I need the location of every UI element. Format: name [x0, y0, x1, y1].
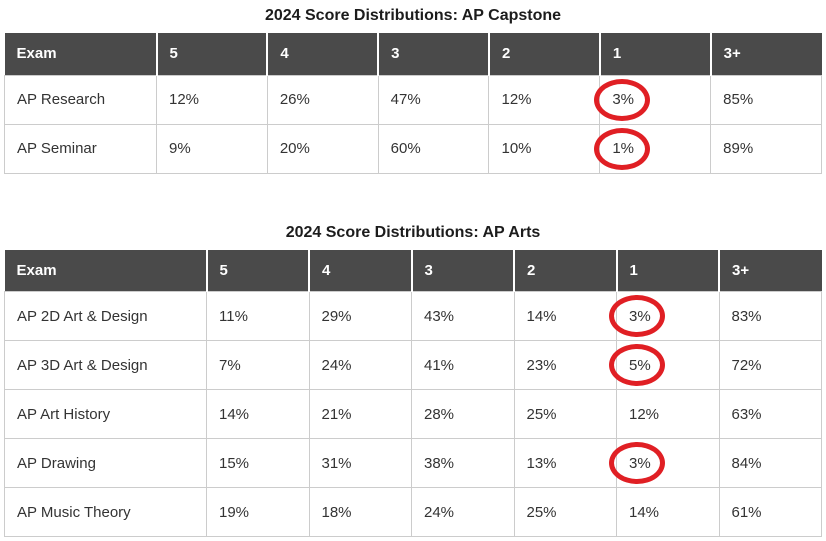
score-value: 1%: [612, 140, 634, 157]
column-header-score-1: 1: [615, 249, 719, 292]
score-value: 3%: [629, 307, 651, 325]
exam-name-cell: AP Drawing: [4, 438, 207, 488]
exam-name-cell: AP Music Theory: [4, 487, 207, 537]
capstone-table-title: 2024 Score Distributions: AP Capstone: [264, 7, 562, 24]
column-header-score-3plus: 3+: [709, 33, 822, 75]
column-header-score-5: 5: [155, 33, 268, 75]
column-header-score-1: 1: [598, 33, 711, 75]
score-2-cell: 14%: [513, 291, 617, 341]
score-4-cell: 20%: [266, 123, 379, 174]
table-row-ap-research: AP Research 12% 26% 47% 12% 3% 85%: [4, 74, 822, 125]
score-3-cell: 47%: [377, 74, 490, 125]
score-5-cell: 12%: [156, 74, 268, 125]
score-1-cell: 12%: [616, 389, 720, 439]
score-3-cell: 41%: [411, 340, 515, 390]
table-row-ap-art-history: AP Art History 14% 21% 28% 25% 12% 63%: [4, 389, 822, 439]
score-3-cell: 38%: [411, 438, 515, 488]
score-value: 5%: [629, 356, 651, 374]
arts-table-title: 2024 Score Distributions: AP Arts: [285, 223, 541, 241]
score-2-cell: 25%: [513, 487, 617, 537]
column-header-score-3: 3: [377, 33, 489, 75]
score-1-cell: 14%: [616, 487, 720, 537]
score-3-cell: 28%: [411, 389, 515, 439]
table-row-ap-drawing: AP Drawing 15% 31% 38% 13% 3% 84%: [4, 438, 822, 488]
column-header-score-4: 4: [266, 33, 379, 75]
column-header-exam: Exam: [4, 249, 207, 292]
score-1-cell: 3%: [594, 74, 712, 125]
score-value: 3%: [612, 91, 634, 108]
score-5-cell: 15%: [206, 438, 310, 488]
score-2-cell: 13%: [513, 438, 617, 488]
score-4-cell: 21%: [308, 389, 412, 439]
column-header-score-4: 4: [308, 249, 412, 292]
score-2-cell: 12%: [488, 74, 601, 125]
exam-name-cell: AP Research: [4, 74, 157, 125]
score-1-cell: 3%: [609, 291, 720, 341]
capstone-score-table: Exam 5 4 3 2 1 3+ AP Research 12% 26% 47…: [4, 33, 822, 174]
score-4-cell: 26%: [266, 74, 379, 125]
score-3-cell: 43%: [411, 291, 515, 341]
score-1-cell: 5%: [609, 340, 720, 390]
score-3plus-cell: 63%: [718, 389, 822, 439]
exam-name-cell: AP 2D Art & Design: [4, 291, 207, 341]
score-3plus-cell: 85%: [710, 74, 822, 125]
score-3plus-cell: 83%: [718, 291, 822, 341]
table-row-ap-2d-art-design: AP 2D Art & Design 11% 29% 43% 14% 3% 83…: [4, 291, 822, 341]
exam-name-cell: AP Seminar: [4, 123, 157, 174]
score-3plus-cell: 89%: [710, 123, 822, 174]
column-header-score-3: 3: [410, 249, 514, 292]
exam-name-cell: AP 3D Art & Design: [4, 340, 207, 390]
column-header-score-2: 2: [487, 33, 600, 75]
score-5-cell: 7%: [206, 340, 310, 390]
score-2-cell: 23%: [513, 340, 617, 390]
score-4-cell: 24%: [308, 340, 412, 390]
score-5-cell: 19%: [206, 487, 310, 537]
column-header-score-3plus: 3+: [718, 249, 822, 292]
score-value: 3%: [629, 454, 651, 472]
arts-score-table: Exam 5 4 3 2 1 3+ AP 2D Art & Design 11%…: [4, 249, 822, 537]
score-2-cell: 25%: [513, 389, 617, 439]
score-4-cell: 18%: [308, 487, 412, 537]
score-5-cell: 14%: [206, 389, 310, 439]
score-5-cell: 11%: [206, 291, 310, 341]
table-row-ap-3d-art-design: AP 3D Art & Design 7% 24% 41% 23% 5% 72%: [4, 340, 822, 390]
score-4-cell: 31%: [308, 438, 412, 488]
score-3plus-cell: 72%: [718, 340, 822, 390]
score-2-cell: 10%: [488, 123, 601, 174]
score-3plus-cell: 61%: [718, 487, 822, 537]
arts-header-row: Exam 5 4 3 2 1 3+: [4, 249, 822, 292]
table-row-ap-music-theory: AP Music Theory 19% 18% 24% 25% 14% 61%: [4, 487, 822, 537]
exam-name-cell: AP Art History: [4, 389, 207, 439]
capstone-header-row: Exam 5 4 3 2 1 3+: [4, 33, 822, 75]
table-row-ap-seminar: AP Seminar 9% 20% 60% 10% 1% 89%: [4, 123, 822, 174]
score-3-cell: 60%: [377, 123, 490, 174]
score-1-cell: 1%: [594, 123, 712, 174]
column-header-score-2: 2: [513, 249, 617, 292]
score-4-cell: 29%: [308, 291, 412, 341]
score-3plus-cell: 84%: [718, 438, 822, 488]
score-1-cell: 3%: [609, 438, 720, 488]
score-3-cell: 24%: [411, 487, 515, 537]
column-header-score-5: 5: [205, 249, 309, 292]
column-header-exam: Exam: [4, 33, 157, 75]
score-5-cell: 9%: [156, 123, 268, 174]
